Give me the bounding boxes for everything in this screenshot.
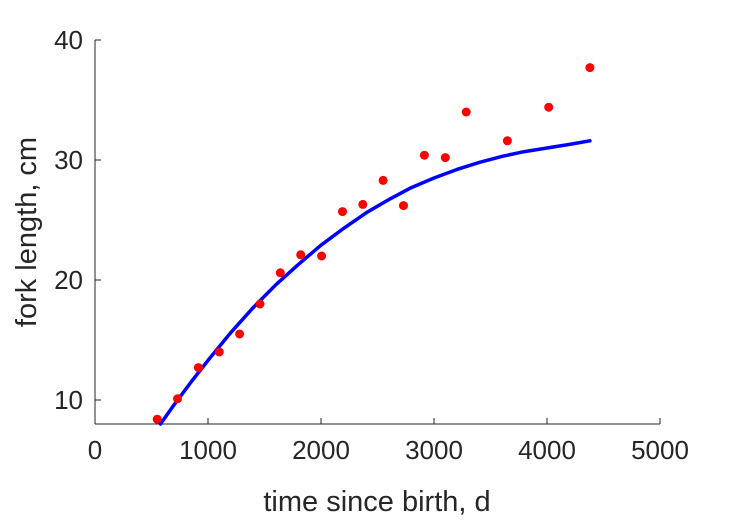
- data-point: [214, 347, 224, 357]
- x-tick-label: 2000: [292, 435, 350, 465]
- data-point: [358, 199, 368, 209]
- data-point: [255, 299, 265, 309]
- data-point: [419, 150, 429, 160]
- data-point: [544, 102, 554, 112]
- data-point: [585, 63, 595, 73]
- fit-curve-layer: [158, 139, 592, 426]
- y-axis-label: fork length, cm: [11, 137, 43, 327]
- data-point: [275, 268, 285, 278]
- data-point: [399, 201, 408, 211]
- data-point: [461, 107, 471, 117]
- data-point: [193, 363, 203, 373]
- data-point: [152, 414, 162, 424]
- x-tick-label: 5000: [631, 435, 689, 465]
- data-point: [317, 251, 327, 261]
- data-points-layer: [152, 63, 595, 424]
- axes: [94, 40, 660, 425]
- data-point: [378, 175, 388, 185]
- data-point: [173, 394, 182, 404]
- data-point: [235, 329, 245, 339]
- x-tick-label: 0: [88, 435, 102, 465]
- data-point: [440, 153, 450, 163]
- y-tick-label: 40: [54, 25, 83, 55]
- x-tick-label: 4000: [518, 435, 576, 465]
- x-tick-label: 1000: [179, 435, 237, 465]
- x-tick-label: 3000: [405, 435, 463, 465]
- y-tick-label: 30: [54, 145, 83, 175]
- fit-curve: [158, 139, 592, 426]
- y-tick-label: 20: [54, 265, 83, 295]
- ticks: 0 1000 2000 3000 4000 5000 10 20 30 40: [54, 25, 689, 465]
- data-point: [338, 207, 347, 217]
- data-point: [502, 136, 512, 146]
- y-tick-label: 10: [54, 385, 83, 415]
- data-point: [296, 250, 306, 260]
- x-axis-label: time since birth, d: [263, 486, 490, 518]
